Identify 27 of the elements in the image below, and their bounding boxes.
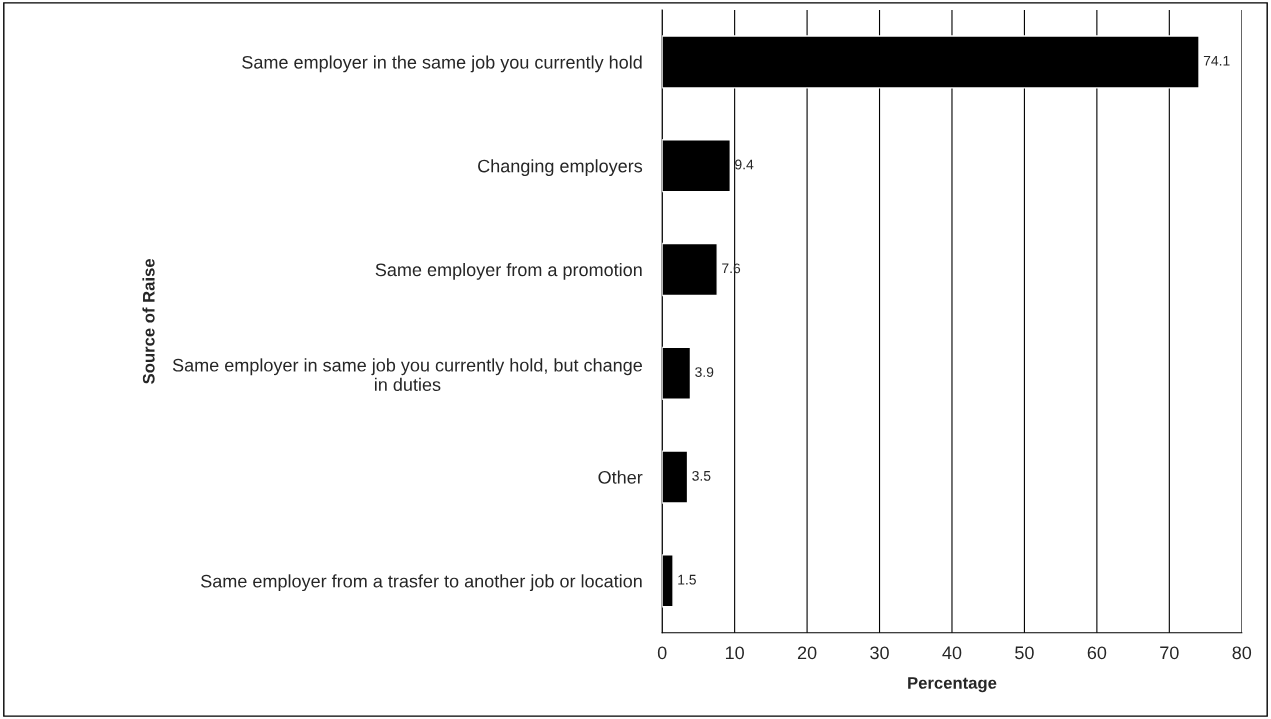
- x-tick-label: 30: [870, 646, 889, 660]
- bar: [662, 139, 731, 193]
- y-tick-label: Same employer in the same job you currently hold: [242, 55, 642, 73]
- x-tick-label: 50: [1015, 646, 1034, 660]
- x-axis-title: Percentage: [908, 677, 997, 693]
- bar: [662, 554, 674, 608]
- y-tick-label: Same employer in same job you currently hold, but change in duties: [172, 358, 642, 392]
- data-label: 9.4: [735, 159, 754, 170]
- y-tick-label: Same employer from a promotion: [375, 262, 642, 280]
- data-label: 3.5: [692, 470, 711, 481]
- x-tick-label: 40: [942, 646, 962, 660]
- x-tick-label: 70: [1160, 646, 1179, 660]
- bar: [662, 346, 692, 400]
- x-tick-label: 60: [1087, 646, 1107, 660]
- x-tick-label: 0: [657, 646, 667, 660]
- data-label: 74.1: [1203, 55, 1230, 66]
- y-tick-label: Changing employers: [478, 159, 643, 177]
- y-axis-title: Source of Raise: [142, 258, 155, 384]
- bar: [662, 242, 718, 297]
- x-tick-label: 80: [1232, 646, 1252, 660]
- data-label: 3.9: [695, 367, 714, 378]
- bar: [662, 450, 689, 504]
- y-tick-label: Other: [598, 470, 643, 484]
- y-tick-label: Same employer from a trasfer to another job or location: [201, 574, 642, 592]
- x-tick-label: 20: [797, 646, 817, 660]
- x-tick-label: 10: [725, 646, 744, 660]
- data-label: 1.5: [678, 574, 696, 585]
